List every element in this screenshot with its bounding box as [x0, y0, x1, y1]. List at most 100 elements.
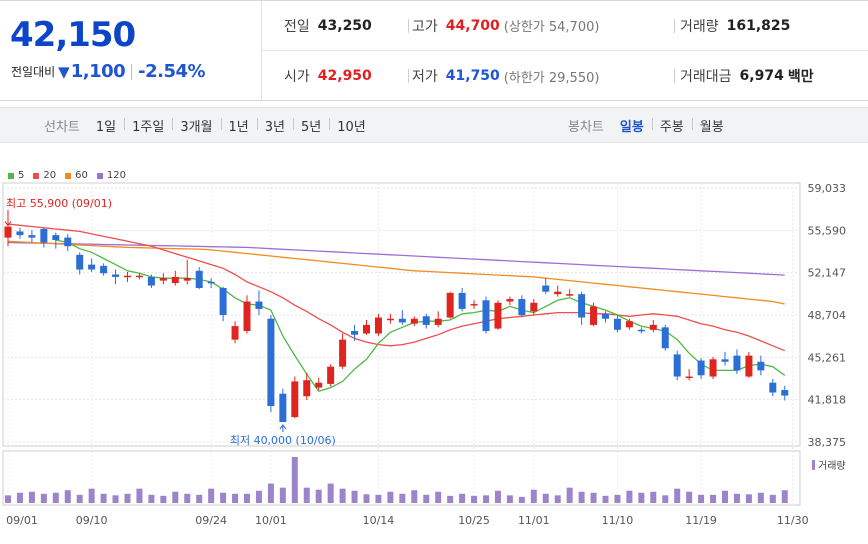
candle-body: [183, 278, 191, 281]
legend-label: 5: [18, 170, 25, 181]
period-10y[interactable]: 10년: [329, 116, 374, 135]
volume-bar: [124, 493, 131, 503]
high-annotation: 최고 55,900 (09/01): [6, 197, 112, 210]
volume-bar: [554, 495, 561, 503]
volume-bar: [88, 488, 95, 503]
amount-cell: 거래대금 6,974 백만: [680, 66, 814, 86]
volume-bar: [518, 496, 525, 503]
candle-body: [303, 380, 311, 397]
volume-bar: [566, 487, 573, 503]
legend-ma60: 60: [65, 170, 88, 181]
line-chart-periods: 선차트 1일 1주일 3개월 1년 3년 5년 10년: [44, 116, 374, 135]
volume-bar: [303, 487, 310, 503]
candle-body: [4, 226, 12, 238]
period-3y[interactable]: 3년: [256, 116, 293, 135]
volume-bar: [172, 491, 179, 503]
amount-unit: 백만: [787, 69, 814, 85]
candle-body: [494, 302, 502, 329]
prev-close-cell: 전일 43,250: [284, 16, 372, 36]
candle-body: [697, 360, 705, 376]
volume-bar: [781, 490, 788, 503]
candle-weekly[interactable]: 주봉: [651, 116, 692, 135]
candle-body: [602, 313, 609, 319]
open-value: 42,950: [317, 68, 372, 84]
volume-bar: [327, 483, 334, 503]
volume-bar: [494, 490, 501, 503]
candle-chart-label[interactable]: 봉차트: [568, 119, 604, 135]
period-1d[interactable]: 1일: [95, 119, 117, 135]
period-1w[interactable]: 1주일: [124, 116, 172, 135]
volume-bar: [769, 494, 776, 503]
low-value: 41,750: [445, 68, 500, 84]
volume-bar: [5, 495, 11, 503]
candle-body: [721, 359, 729, 362]
candle-body: [637, 329, 645, 332]
volume-bar: [28, 491, 35, 503]
ma120-line: [7, 241, 785, 276]
volume-bar: [351, 490, 358, 503]
volume-bar: [16, 492, 23, 503]
volume-bar: [638, 492, 645, 503]
candle-body: [446, 292, 454, 318]
candle-body: [530, 302, 538, 312]
legend-ma5: 5: [8, 170, 24, 181]
volume-bar: [459, 493, 466, 503]
x-tick-label: 10/25: [458, 514, 490, 527]
volume-bar: [578, 491, 585, 503]
volume-bar: [483, 495, 489, 503]
volume-bar: [267, 483, 274, 503]
candle-chart-periods: 봉차트 일봉 주봉 월봉: [568, 116, 732, 135]
period-5y[interactable]: 5년: [293, 116, 329, 135]
candle-body: [100, 265, 108, 274]
candle-body: [458, 292, 466, 309]
low-label: 저가: [412, 69, 438, 85]
legend-label: 60: [75, 170, 88, 181]
candle-body: [291, 381, 299, 418]
period-3m[interactable]: 3개월: [172, 116, 220, 135]
candle-body: [28, 235, 36, 238]
amount-label: 거래대금: [680, 69, 732, 85]
candle-body: [207, 281, 215, 284]
candle-body: [661, 327, 669, 349]
volume-bar: [662, 495, 669, 503]
candle-body: [267, 318, 275, 407]
candle-body: [578, 294, 586, 318]
down-triangle-icon: ▼: [58, 62, 70, 81]
volume-bar: [52, 492, 59, 503]
volume-value: 161,825: [726, 17, 791, 34]
volume-bar: [244, 493, 250, 503]
volume-bar: [530, 489, 537, 503]
y-tick-label: 59,033: [808, 182, 847, 195]
volume-bar: [375, 494, 382, 503]
high-label: 고가: [412, 18, 438, 35]
candle-body: [649, 324, 657, 330]
candle-body: [124, 275, 131, 278]
x-tick-label: 09/24: [195, 514, 227, 527]
line-chart-label[interactable]: 선차트: [44, 119, 80, 135]
candle-body: [506, 299, 514, 302]
candle-monthly[interactable]: 월봉: [691, 116, 732, 135]
x-tick-label: 09/01: [6, 514, 38, 527]
candle-body: [566, 294, 574, 296]
candle-body: [673, 354, 681, 377]
volume-bar: [76, 494, 83, 503]
volume-bar: [506, 495, 513, 503]
volume-pane-frame: [2, 450, 801, 506]
x-tick-label: 10/14: [363, 514, 395, 527]
period-1y[interactable]: 1년: [220, 116, 257, 135]
change-amount: 1,100: [70, 61, 126, 82]
amount-value: 6,974: [739, 68, 784, 84]
candle-body: [339, 339, 347, 367]
legend-label: 20: [43, 170, 57, 181]
candle-body: [733, 355, 741, 371]
volume-bar: [590, 492, 597, 503]
candle-body: [554, 291, 562, 295]
candle-body: [52, 235, 60, 241]
volume-bar: [411, 490, 418, 503]
candle-daily[interactable]: 일봉: [619, 119, 644, 135]
candle-body: [351, 331, 359, 335]
x-tick-label: 10/01: [255, 514, 287, 527]
volume-bar: [710, 494, 717, 503]
volume-bar: [64, 490, 71, 503]
